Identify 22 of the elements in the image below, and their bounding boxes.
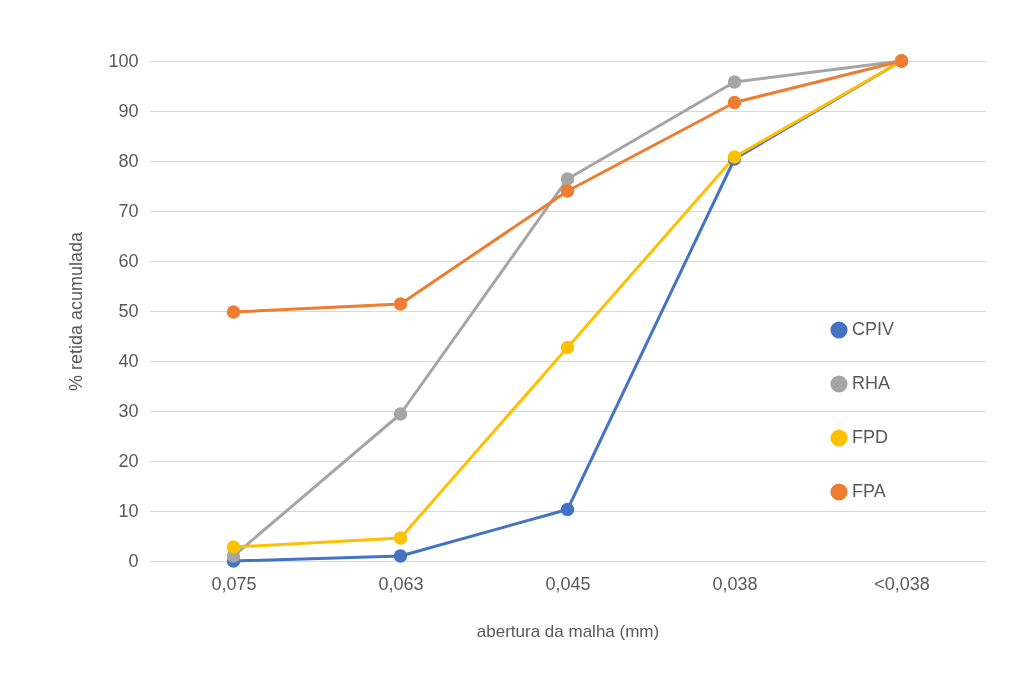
- x-axis-title: abertura da malha (mm): [476, 621, 660, 641]
- y-tick-label: 10: [118, 500, 139, 521]
- y-tick-label: 80: [118, 150, 139, 171]
- y-tick-label: 90: [118, 100, 139, 121]
- y-tick-label: 70: [118, 200, 139, 221]
- legend-label: FPA: [852, 481, 886, 501]
- x-tick-label: 0,045: [545, 573, 591, 594]
- y-tick-label: 30: [118, 400, 139, 421]
- x-tick-label: <0,038: [874, 573, 930, 594]
- y-tick-label: 20: [118, 450, 139, 471]
- y-tick-label: 60: [118, 250, 139, 271]
- legend-label: CPIV: [852, 319, 895, 339]
- y-tick-label: 50: [118, 300, 139, 321]
- x-tick-label: 0,063: [378, 573, 424, 594]
- y-axis-title: % retida acumulada: [66, 230, 87, 392]
- y-tick-label: 100: [108, 50, 139, 71]
- x-tick-label: 0,038: [712, 573, 758, 594]
- y-tick-label: 40: [118, 350, 139, 371]
- legend-label: FPD: [852, 427, 888, 447]
- legend-label: RHA: [852, 373, 891, 393]
- y-tick-label: 0: [128, 550, 139, 571]
- x-tick-label: 0,075: [211, 573, 257, 594]
